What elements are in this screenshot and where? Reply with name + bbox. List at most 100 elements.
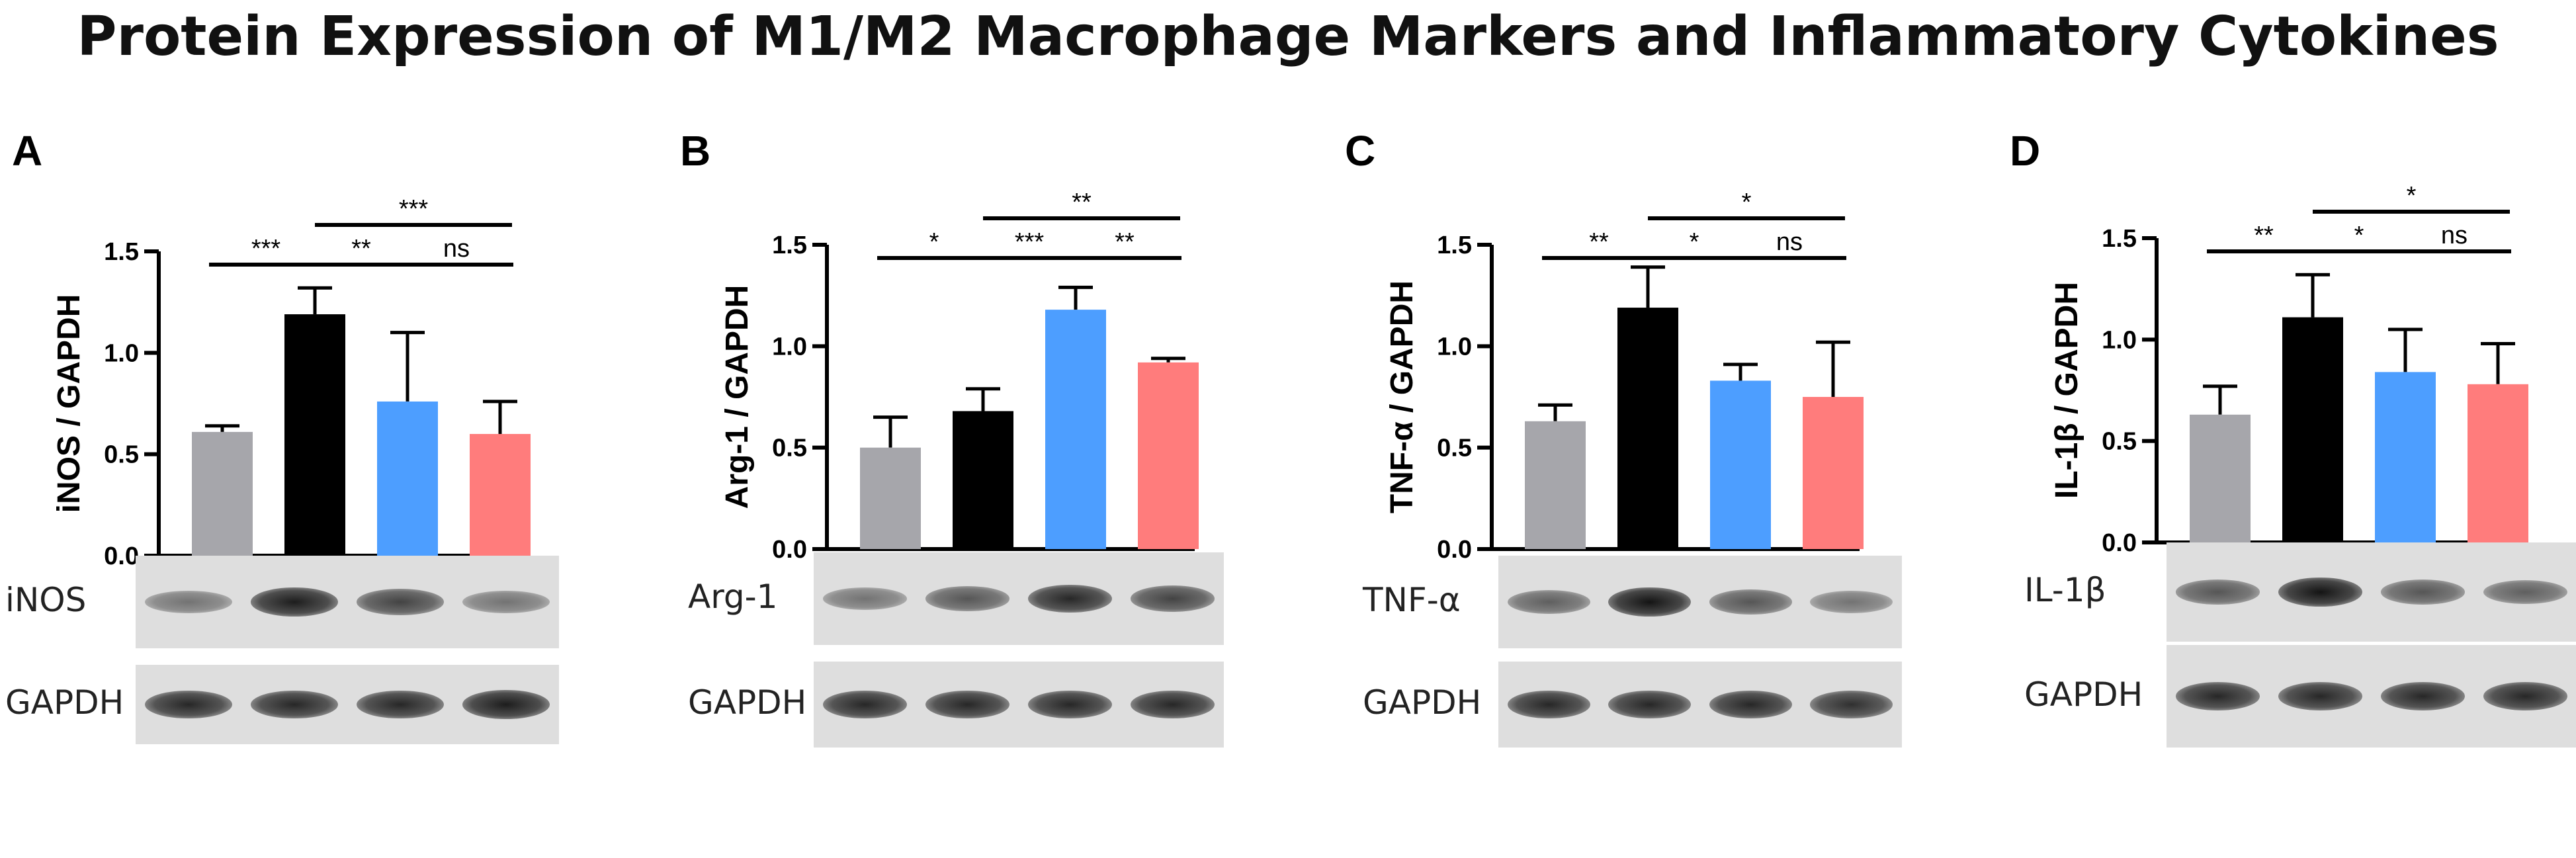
y-tick-label: 1.0	[1437, 333, 1472, 361]
y-tick-label: 0.5	[772, 435, 807, 462]
blot-band	[2175, 682, 2260, 710]
blot-label: GAPDH	[5, 683, 124, 722]
blot-band	[2380, 579, 2466, 605]
significance-label: *	[929, 228, 939, 256]
blot-band	[462, 591, 550, 613]
blot-strip	[2167, 645, 2576, 748]
y-tick-label: 0.0	[1437, 536, 1472, 564]
blot-band	[925, 690, 1010, 719]
y-tick-label: 0.0	[2102, 529, 2137, 557]
blot-band	[2278, 682, 2363, 710]
bar-sd	[284, 314, 345, 556]
y-axis-label: Arg-1 / GAPDH	[720, 285, 755, 509]
y-tick-label: 0.5	[104, 441, 139, 469]
blot-band	[1507, 589, 1590, 615]
y-axis-label: iNOS / GAPDH	[52, 294, 87, 513]
significance-label: **	[2254, 222, 2274, 249]
significance-label: ns	[443, 235, 470, 263]
bar-sd	[953, 411, 1013, 549]
blot-band	[822, 587, 908, 610]
bar-sham	[2190, 414, 2251, 542]
bar-kd	[1045, 310, 1106, 549]
blot-band	[251, 587, 338, 617]
blot-strip	[2167, 542, 2576, 642]
blot-strip	[136, 665, 559, 744]
y-tick-label: 1.0	[772, 333, 807, 361]
blot-label: IL-1β	[2024, 571, 2106, 609]
blot-band	[925, 586, 1010, 611]
bar-sham	[1525, 421, 1586, 549]
y-tick-label: 0.5	[2102, 428, 2137, 456]
bar-sham	[860, 447, 921, 549]
figure-title: Protein Expression of M1/M2 Macrophage M…	[77, 5, 2499, 68]
blot-band	[145, 690, 232, 719]
significance-label: **	[1589, 228, 1609, 256]
blot-label: Arg-1	[688, 578, 778, 616]
bar-sham	[192, 431, 253, 556]
bar-kd	[2375, 372, 2436, 542]
y-axis-label: IL-1β / GAPDH	[2049, 282, 2084, 499]
blot-strip	[1498, 662, 1902, 748]
blot-band	[2175, 579, 2260, 605]
blot-band	[2380, 682, 2466, 710]
y-tick-label: 0.0	[104, 542, 139, 570]
blot-band	[1709, 690, 1792, 719]
blot-band	[1027, 690, 1113, 719]
significance-label: *	[2407, 182, 2417, 210]
blot-band	[1130, 690, 1215, 719]
bar-kd	[377, 401, 438, 556]
blot-band	[1810, 691, 1893, 718]
blot-label: GAPDH	[688, 683, 807, 722]
significance-label: **	[1115, 228, 1135, 256]
bar-bd	[1138, 362, 1199, 549]
blot-band	[1709, 589, 1792, 615]
y-tick-label: 1.5	[2102, 225, 2137, 253]
blot-band	[1608, 587, 1692, 617]
panel-d: DIL-1β / GAPDH0.00.51.01.5ShamSDKDBD***n…	[1998, 99, 2576, 858]
blot-band	[2483, 579, 2568, 605]
blot-band	[1027, 584, 1113, 613]
blot-band	[1810, 591, 1893, 613]
significance-label: ***	[1015, 228, 1045, 256]
blot-band	[251, 690, 338, 719]
significance-label: **	[351, 235, 371, 263]
significance-label: ns	[2441, 222, 2468, 249]
panel-letter: C	[1345, 127, 1375, 175]
blot-band	[357, 589, 444, 615]
blot-strip	[1498, 556, 1902, 648]
y-axis-label: TNF-α / GAPDH	[1385, 280, 1420, 513]
panel-letter: B	[680, 127, 710, 175]
y-tick-label: 0.0	[772, 536, 807, 564]
significance-label: *	[2354, 222, 2364, 249]
bar-kd	[1710, 380, 1771, 549]
significance-label: ns	[1776, 228, 1803, 256]
significance-label: *	[1742, 189, 1752, 216]
significance-label: *	[1690, 228, 1699, 256]
bar-bd	[1803, 397, 1864, 549]
blot-strip	[814, 552, 1224, 645]
bar-sd	[1617, 308, 1678, 549]
blot-label: iNOS	[5, 581, 87, 619]
y-tick-label: 1.5	[772, 232, 807, 259]
panel-letter: A	[12, 127, 42, 175]
blot-band	[822, 690, 908, 719]
blot-band	[2278, 577, 2363, 607]
blot-label: GAPDH	[1363, 683, 1482, 722]
significance-label: ***	[399, 195, 429, 223]
blot-strip	[136, 556, 559, 648]
y-tick-label: 1.5	[1437, 232, 1472, 259]
y-tick-label: 1.0	[104, 339, 139, 367]
blot-band	[1130, 585, 1215, 612]
blot-label: GAPDH	[2024, 675, 2143, 714]
bar-bd	[2468, 384, 2528, 542]
blot-band	[145, 591, 232, 613]
blot-label: TNF-α	[1363, 581, 1461, 619]
panel-letter: D	[2010, 127, 2040, 175]
bar-sd	[2282, 317, 2343, 542]
